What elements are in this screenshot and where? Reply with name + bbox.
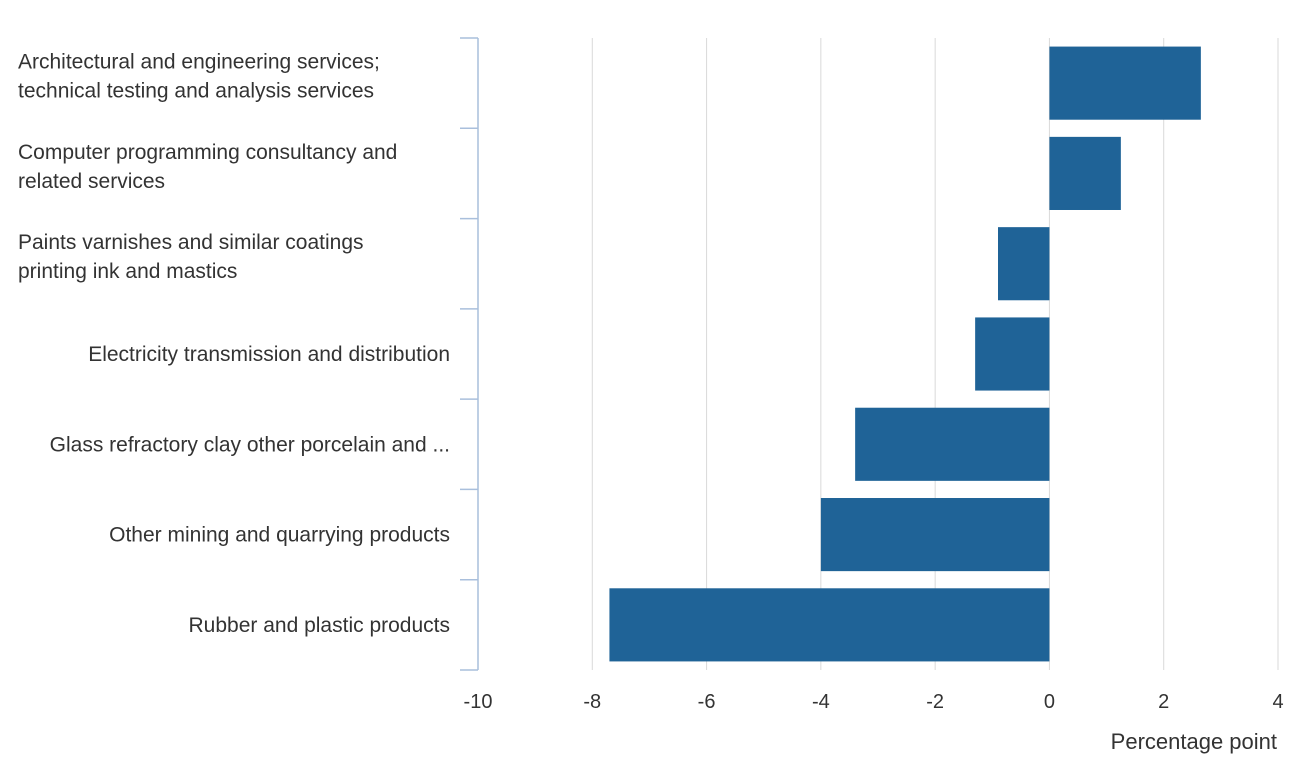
bar <box>1049 46 1201 120</box>
x-axis-title: Percentage point <box>1111 729 1277 754</box>
x-tick-label: -8 <box>583 691 601 713</box>
category-label: Glass refractory clay other porcelain an… <box>50 433 450 456</box>
category-labels: Architectural and engineering services; t… <box>18 51 450 637</box>
bar <box>1049 136 1121 210</box>
bar <box>609 588 1050 662</box>
bar <box>820 498 1050 572</box>
bar <box>855 407 1050 481</box>
x-tick-label: -4 <box>812 691 830 713</box>
category-label: related services <box>18 170 165 193</box>
category-label: Other mining and quarrying products <box>109 524 450 547</box>
category-label: Paints varnishes and similar coatings <box>18 231 364 254</box>
x-tick-label: 0 <box>1044 691 1055 713</box>
category-label: printing ink and mastics <box>18 260 237 283</box>
x-tick-label: 2 <box>1158 691 1169 713</box>
bar <box>998 227 1050 301</box>
x-tick-label: -6 <box>698 691 716 713</box>
category-label: Architectural and engineering services; <box>18 51 380 74</box>
category-label: Rubber and plastic products <box>189 614 451 637</box>
x-tick-labels: -10 -8 -6 -4 -2 0 2 4 <box>464 691 1284 713</box>
category-axis <box>460 37 479 671</box>
category-label: Electricity transmission and distributio… <box>88 343 450 366</box>
category-label: Computer programming consultancy and <box>18 141 397 164</box>
x-tick-label: -10 <box>464 691 493 713</box>
x-tick-label: -2 <box>926 691 944 713</box>
category-label: technical testing and analysis services <box>18 80 374 103</box>
bars <box>609 46 1201 662</box>
gridlines <box>591 38 1279 670</box>
bar <box>975 317 1050 391</box>
x-tick-label: 4 <box>1272 691 1283 713</box>
